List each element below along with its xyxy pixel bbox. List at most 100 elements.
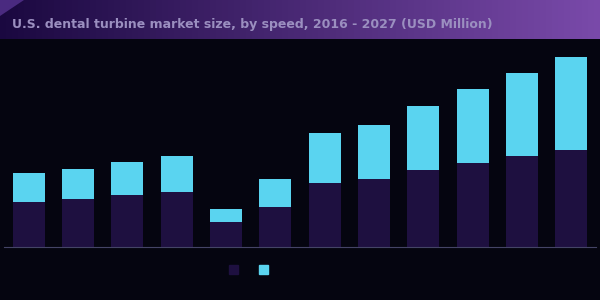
Bar <box>180 0 186 39</box>
Bar <box>318 0 324 39</box>
Bar <box>588 0 594 39</box>
Bar <box>138 0 144 39</box>
Bar <box>108 0 114 39</box>
Bar <box>162 0 168 39</box>
Bar <box>30 0 36 39</box>
Bar <box>432 0 438 39</box>
Bar <box>240 0 246 39</box>
Bar <box>457 89 488 163</box>
Bar <box>564 0 570 39</box>
Bar <box>276 0 282 39</box>
Bar <box>480 0 486 39</box>
Bar <box>324 0 330 39</box>
Bar <box>492 0 498 39</box>
Bar <box>62 169 94 199</box>
Bar <box>60 0 66 39</box>
Bar <box>420 0 426 39</box>
Bar <box>474 0 480 39</box>
Bar <box>228 0 234 39</box>
Bar <box>306 0 312 39</box>
Bar <box>540 0 546 39</box>
Bar <box>6 0 12 39</box>
Legend: , : , <box>224 261 281 280</box>
Bar <box>96 0 102 39</box>
Bar <box>66 0 72 39</box>
Bar <box>528 0 534 39</box>
Bar <box>132 0 138 39</box>
Bar <box>360 0 366 39</box>
Bar <box>456 0 462 39</box>
Bar <box>144 0 150 39</box>
Bar <box>186 0 192 39</box>
Bar <box>126 0 132 39</box>
Bar <box>358 124 390 179</box>
Bar <box>372 0 378 39</box>
Bar <box>312 0 318 39</box>
Bar <box>504 0 510 39</box>
Bar <box>161 192 193 248</box>
Bar <box>450 0 456 39</box>
Bar <box>354 0 360 39</box>
Bar <box>570 0 576 39</box>
Bar <box>468 0 474 39</box>
Bar <box>48 0 54 39</box>
Bar <box>444 0 450 39</box>
Bar <box>216 0 222 39</box>
Bar <box>506 156 538 248</box>
Bar <box>486 0 492 39</box>
Bar <box>546 0 552 39</box>
Bar <box>246 0 252 39</box>
Bar <box>102 0 108 39</box>
Bar <box>259 207 292 248</box>
Bar <box>84 0 90 39</box>
Bar <box>112 162 143 195</box>
Bar <box>13 173 45 202</box>
Bar <box>582 0 588 39</box>
Bar <box>576 0 582 39</box>
Bar <box>555 150 587 248</box>
Bar <box>150 0 156 39</box>
Bar <box>252 0 258 39</box>
Bar <box>78 0 84 39</box>
Bar <box>407 170 439 248</box>
Bar <box>457 163 488 248</box>
Bar <box>498 0 504 39</box>
Bar <box>12 0 18 39</box>
Bar <box>36 0 42 39</box>
Bar <box>366 0 372 39</box>
Bar <box>222 0 228 39</box>
Bar <box>112 195 143 248</box>
Bar <box>390 0 396 39</box>
Bar <box>72 0 78 39</box>
Bar <box>198 0 204 39</box>
Bar <box>402 0 408 39</box>
Bar <box>13 202 45 248</box>
Text: U.S. dental turbine market size, by speed, 2016 - 2027 (USD Million): U.S. dental turbine market size, by spee… <box>12 18 493 31</box>
Bar <box>414 0 420 39</box>
Bar <box>384 0 390 39</box>
Bar <box>259 179 292 207</box>
Bar <box>168 0 174 39</box>
Bar <box>342 0 348 39</box>
Bar <box>462 0 468 39</box>
Bar <box>174 0 180 39</box>
Bar <box>534 0 540 39</box>
Bar <box>42 0 48 39</box>
Bar <box>396 0 402 39</box>
Bar <box>192 0 198 39</box>
Bar <box>522 0 528 39</box>
Bar <box>270 0 276 39</box>
Bar <box>258 0 264 39</box>
Bar <box>558 0 564 39</box>
Bar <box>358 179 390 247</box>
Bar <box>62 199 94 248</box>
Bar <box>234 0 240 39</box>
Bar <box>506 73 538 156</box>
Bar <box>552 0 558 39</box>
Bar <box>18 0 24 39</box>
Bar <box>348 0 354 39</box>
Bar <box>288 0 294 39</box>
Bar <box>156 0 162 39</box>
Bar <box>438 0 444 39</box>
Bar <box>555 57 587 150</box>
